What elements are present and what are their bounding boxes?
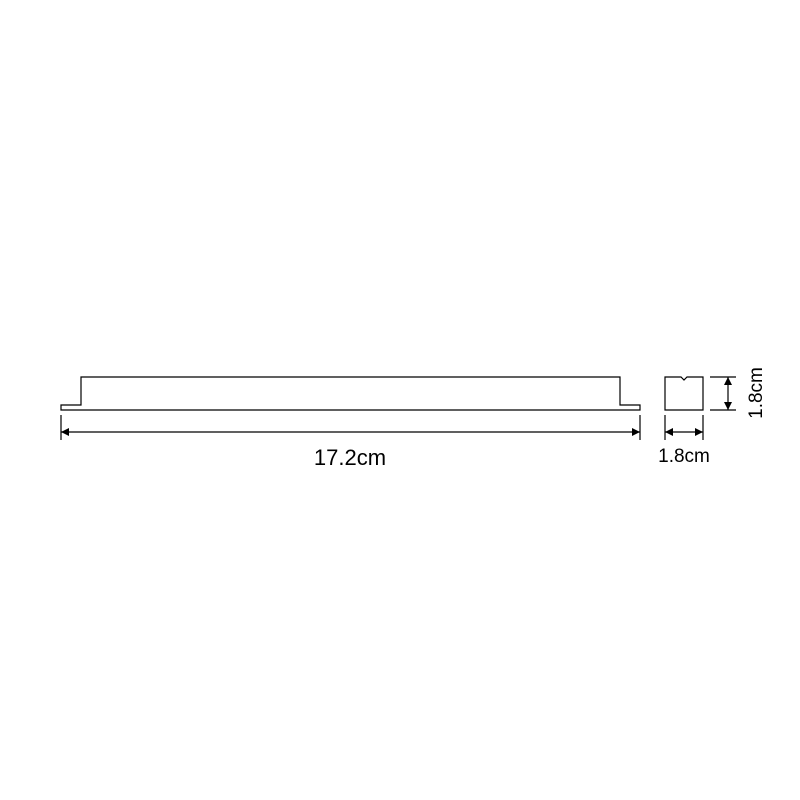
front-dim-arrow-left	[61, 428, 69, 436]
front-profile-outline	[61, 377, 640, 410]
front-dim-label: 17.2cm	[314, 445, 386, 470]
side-profile-outline	[665, 377, 703, 410]
side-dim-v-arrow-bottom	[724, 402, 732, 410]
side-dim-h-arrow-left	[665, 428, 673, 436]
side-dim-h-label: 1.8cm	[658, 446, 710, 467]
side-dim-h-arrow-right	[695, 428, 703, 436]
side-dim-v-arrow-top	[724, 377, 732, 385]
front-dim-arrow-right	[632, 428, 640, 436]
side-dim-v-label: 1.8cm	[746, 367, 767, 419]
dimension-diagram: 17.2cm 1.8cm 1.8cm	[0, 0, 800, 800]
